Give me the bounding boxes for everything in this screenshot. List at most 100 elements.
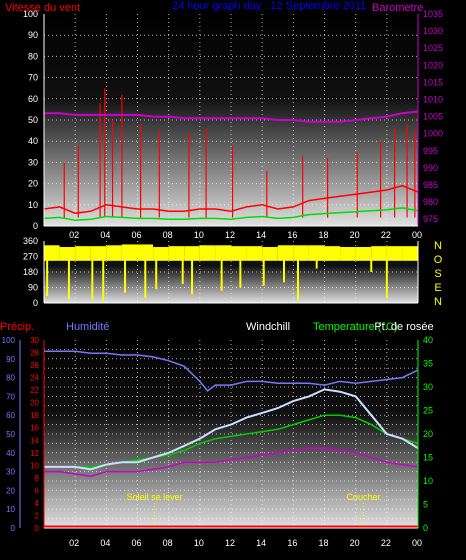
- direction-bar: [90, 246, 107, 261]
- precip-tick-label: 8: [35, 474, 40, 483]
- x-tick-label: 20: [350, 538, 360, 548]
- x-tick-label: 10: [194, 230, 204, 240]
- sun-marker-label: Coucher: [346, 492, 380, 502]
- panel3-grid: [44, 340, 418, 528]
- x-tick-label: 12: [225, 230, 235, 240]
- x-tick-label: 00: [412, 230, 422, 240]
- x-tick-label: 06: [131, 538, 141, 548]
- precip-tick-label: 22: [30, 386, 39, 395]
- x-tick-label: 18: [318, 230, 328, 240]
- humidity-axis-ticks: 0 10 20 30 40 50 60 70 80 90 100: [2, 336, 16, 533]
- direction-tick-label: 270: [23, 252, 38, 262]
- temperature-humidity-panel: Soleil se lever Coucher 01020304050607080…: [0, 321, 434, 548]
- direction-bar: [75, 246, 91, 261]
- direction-bar: [231, 246, 247, 261]
- x-tick-label: 04: [100, 538, 110, 548]
- x-tick-label: 12: [225, 538, 235, 548]
- sun-markers: Soleil se lever Coucher: [127, 492, 380, 528]
- barometer-axis-label: Barometre: [372, 2, 423, 14]
- x-tick-label: 02: [69, 230, 79, 240]
- direction-bar: [168, 246, 185, 261]
- x-tick-label: 06: [131, 230, 141, 240]
- direction-tick-label: 360: [23, 236, 38, 246]
- barometer-tick-label: 1000: [423, 129, 443, 139]
- wind-tick-label: 80: [28, 51, 38, 61]
- direction-bar: [402, 246, 418, 261]
- humidity-tick-label: 20: [6, 486, 15, 495]
- panel1-title: 24 hour graph day : 12 Septembre 2011: [172, 0, 366, 12]
- direction-bar: [324, 246, 341, 261]
- barometer-tick-label: 980: [423, 197, 438, 207]
- wind-speed-line: [43, 184, 419, 215]
- humidity-line: [44, 350, 419, 392]
- direction-bar: [137, 244, 154, 261]
- panel3-x-ticks: 02 04 06 08 10 12 14 16 18 20 22 00: [69, 538, 422, 548]
- precip-tick-label: 0: [35, 524, 40, 533]
- barometer-tick-label: 985: [423, 180, 438, 190]
- windchill-legend-label: Windchill: [246, 321, 290, 333]
- temperature-tick-label: 20: [423, 429, 433, 439]
- precip-tick-label: 28: [30, 349, 39, 358]
- barometer-tick-label: 1010: [423, 94, 443, 104]
- wind-axis-ticks: 0 10 20 30 40 50 60 70 80 90 100: [23, 9, 38, 231]
- barometer-tick-label: 1035: [423, 9, 443, 19]
- direction-axis-ticks: 0 90 180 270 360: [23, 236, 38, 308]
- dewpoint-line: [44, 447, 419, 478]
- x-tick-label: 08: [163, 230, 173, 240]
- barometer-tick-label: 1030: [423, 26, 443, 36]
- x-tick-label: 20: [350, 230, 360, 240]
- dewpoint-legend-label: Pt. de rosée: [374, 321, 433, 333]
- barometer-tick-label: 995: [423, 146, 438, 156]
- direction-bar: [59, 247, 76, 261]
- wind-tick-label: 30: [28, 157, 38, 167]
- x-tick-label: 14: [256, 538, 266, 548]
- wind-tick-label: 90: [28, 30, 38, 40]
- sun-marker-label: Soleil se lever: [127, 492, 183, 502]
- average-wind-line: [43, 207, 419, 222]
- precip-tick-label: 26: [30, 361, 39, 370]
- barometer-tick-label: 1015: [423, 77, 443, 87]
- precip-tick-label: 12: [30, 449, 39, 458]
- direction-bar: [184, 246, 200, 261]
- humidity-tick-label: 70: [6, 392, 15, 401]
- precip-tick-label: 6: [35, 486, 40, 495]
- humidity-tick-label: 40: [6, 449, 15, 458]
- precip-tick-label: 10: [30, 461, 39, 470]
- precip-tick-label: 16: [30, 424, 39, 433]
- barometer-tick-label: 975: [423, 214, 438, 224]
- humidity-tick-label: 80: [6, 374, 15, 383]
- compass-letter: E: [434, 282, 441, 294]
- direction-bar: [308, 245, 325, 261]
- direction-bar: [293, 245, 309, 261]
- direction-bar: [262, 247, 278, 261]
- temperature-axis-label: Temperature (°C): [313, 321, 397, 333]
- temperature-tick-label: 5: [423, 500, 428, 510]
- barometer-tick-label: 990: [423, 163, 438, 173]
- barometer-line: [44, 110, 419, 123]
- x-tick-label: 14: [256, 230, 266, 240]
- direction-bar: [153, 247, 169, 261]
- x-tick-label: 04: [100, 230, 110, 240]
- wind-tick-label: 100: [23, 9, 38, 19]
- compass-letter: O: [434, 254, 443, 266]
- direction-bars: [44, 244, 418, 302]
- humidity-tick-label: 30: [6, 468, 15, 477]
- wind-tick-label: 60: [28, 94, 38, 104]
- x-tick-label: 22: [381, 230, 391, 240]
- wind-tick-label: 0: [33, 221, 38, 231]
- precip-tick-label: 20: [30, 399, 39, 408]
- humidity-tick-label: 100: [2, 336, 16, 345]
- precip-tick-label: 14: [30, 436, 39, 445]
- wind-tick-label: 20: [28, 179, 38, 189]
- direction-bar: [106, 245, 122, 261]
- barometer-tick-label: 1020: [423, 60, 443, 70]
- temperature-tick-label: 25: [423, 406, 433, 416]
- x-tick-label: 22: [381, 538, 391, 548]
- x-tick-label: 10: [194, 538, 204, 548]
- direction-bar: [199, 245, 216, 261]
- temperature-tick-label: 30: [423, 382, 433, 392]
